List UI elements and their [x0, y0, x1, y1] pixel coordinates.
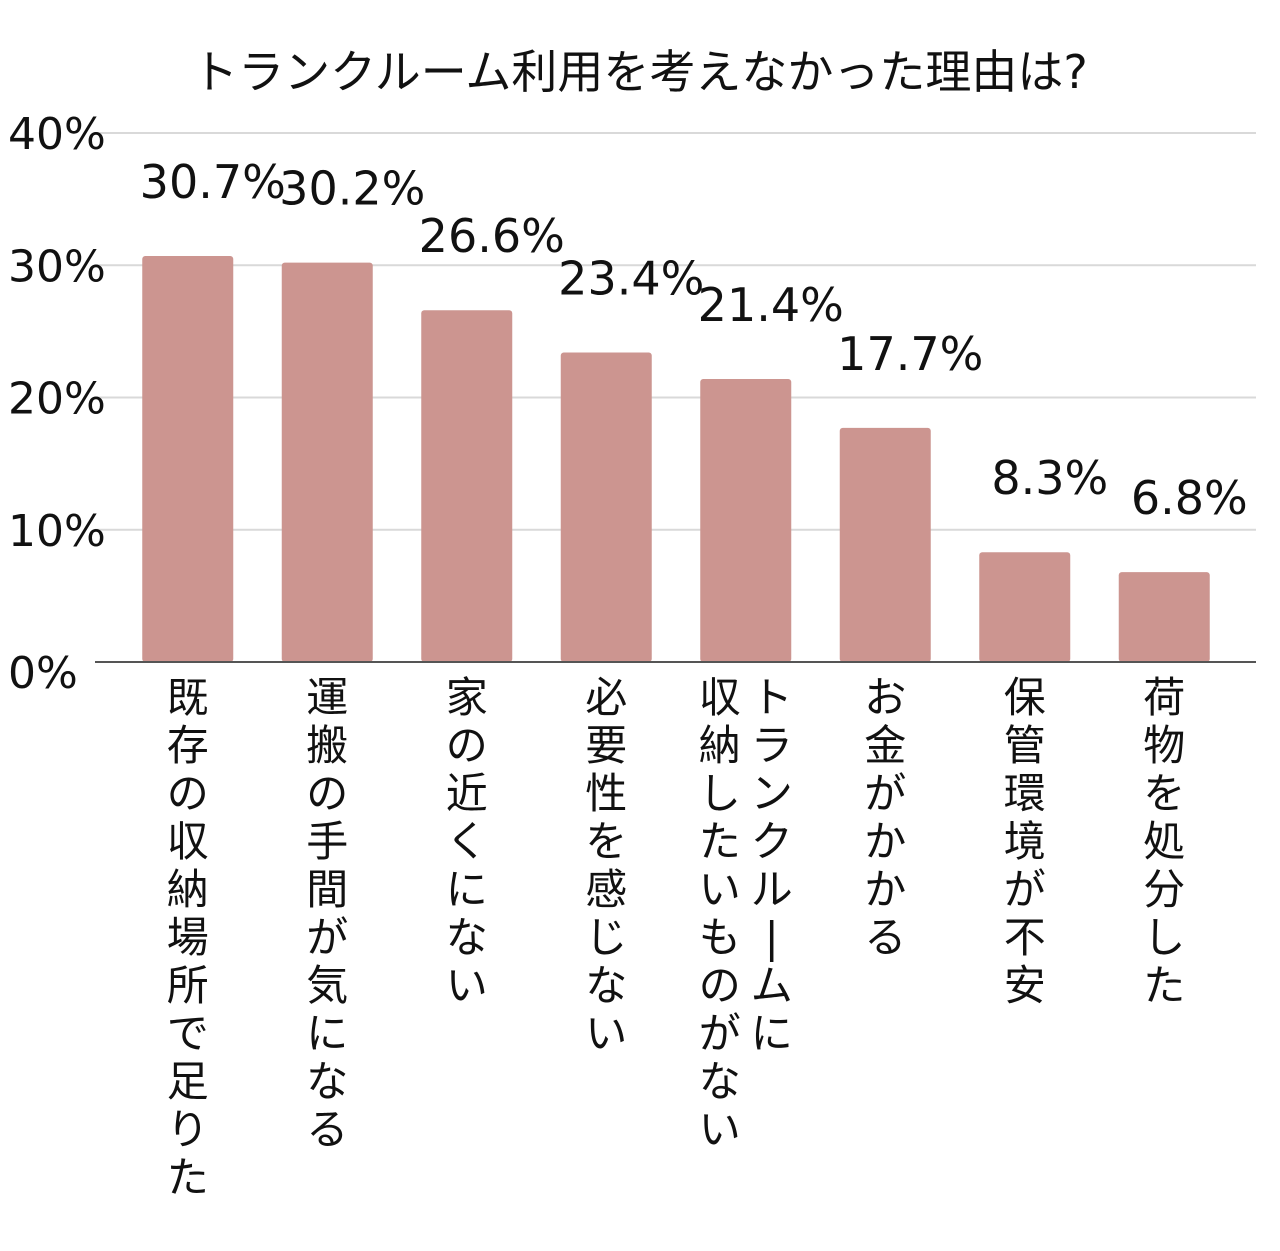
- value-label: 30.2%: [279, 162, 425, 216]
- category-label-char: に: [306, 1009, 348, 1058]
- category-label-char: る: [864, 913, 906, 962]
- category-label-char: し: [1143, 913, 1185, 962]
- category-label-char: 要: [585, 721, 627, 770]
- category-label-char: 不: [1004, 913, 1046, 962]
- category-label-char: の: [306, 769, 348, 818]
- category-label-char: 足: [167, 1057, 209, 1106]
- category-label-char: の: [699, 961, 741, 1010]
- category-label-char: 収: [167, 817, 209, 866]
- category-label-char: な: [446, 913, 488, 962]
- category-label-char: 感: [585, 865, 627, 914]
- value-label: 17.7%: [837, 327, 983, 381]
- category-label-char: た: [1143, 961, 1185, 1010]
- category-label-char: る: [306, 1105, 348, 1154]
- category-label-char: 存: [167, 721, 209, 770]
- category-label-char: た: [167, 1153, 209, 1202]
- bar: [700, 378, 792, 662]
- category-label-char: を: [585, 817, 627, 866]
- category-label-char: 既: [167, 673, 209, 722]
- category-label-char: も: [699, 913, 741, 962]
- category-label-char: 分: [1143, 865, 1185, 914]
- category-label-char: り: [167, 1105, 209, 1154]
- category-label-char: た: [699, 817, 741, 866]
- category-label-char: 性: [585, 769, 627, 818]
- bar: [142, 255, 234, 662]
- category-label-char: な: [306, 1057, 348, 1106]
- category-label-char: ラ: [751, 721, 793, 770]
- category-label-char: 所: [167, 961, 209, 1010]
- category-label-char: 間: [306, 865, 348, 914]
- category-label-char: 納: [699, 721, 741, 770]
- y-tick-label: 0%: [8, 648, 78, 699]
- y-tick-label: 40%: [8, 109, 106, 160]
- category-label-char: お: [864, 673, 906, 722]
- category-label-char: く: [446, 817, 488, 866]
- category-label-char: 運: [306, 673, 348, 722]
- value-label: 8.3%: [991, 451, 1108, 505]
- category-label-char: を: [1143, 769, 1185, 818]
- category-label-char: 物: [1143, 721, 1185, 770]
- category-label-char: が: [1004, 865, 1046, 914]
- category-label-char: ト: [751, 673, 793, 722]
- category-label-char: 荷: [1143, 673, 1185, 722]
- category-label-char: し: [699, 769, 741, 818]
- category-label-char: 境: [1004, 817, 1046, 866]
- value-label: 6.8%: [1131, 471, 1248, 525]
- category-label-char: い: [699, 865, 741, 914]
- bar: [839, 427, 931, 662]
- bar: [1118, 572, 1210, 662]
- category-label-char: じ: [585, 913, 627, 962]
- category-label-char: 手: [306, 817, 348, 866]
- category-label-char: 管: [1004, 721, 1046, 770]
- category-label-char: 保: [1004, 673, 1046, 722]
- category-label-char: 収: [699, 673, 741, 722]
- category-label-char: 近: [446, 769, 488, 818]
- value-label: 26.6%: [419, 209, 565, 263]
- category-label-char: ク: [751, 817, 793, 866]
- category-label-char: ム: [751, 961, 793, 1010]
- bar: [421, 310, 513, 662]
- category-label-char: か: [864, 865, 906, 914]
- category-label-char: |: [765, 913, 779, 962]
- y-tick-label: 20%: [8, 374, 106, 425]
- category-label-char: い: [585, 1009, 627, 1058]
- category-label-char: い: [446, 961, 488, 1010]
- category-label-char: ン: [751, 769, 793, 818]
- category-label-char: 金: [864, 721, 906, 770]
- category-label-char: の: [167, 769, 209, 818]
- category-label-char: 場: [167, 913, 209, 962]
- category-label-char: 安: [1004, 961, 1046, 1010]
- category-label-char: の: [446, 721, 488, 770]
- y-tick-label: 30%: [8, 241, 106, 292]
- category-label-char: 処: [1143, 817, 1185, 866]
- category-label-char: な: [699, 1057, 741, 1106]
- chart-title: トランクルーム利用を考えなかった理由は?: [192, 45, 1088, 99]
- category-label-char: で: [167, 1009, 209, 1058]
- value-label: 21.4%: [698, 278, 844, 332]
- category-label-char: が: [306, 913, 348, 962]
- category-label-char: か: [864, 817, 906, 866]
- category-label-char: に: [751, 1009, 793, 1058]
- category-label-char: 必: [585, 673, 627, 722]
- value-label: 30.7%: [140, 155, 286, 209]
- category-label-char: に: [446, 865, 488, 914]
- category-label-char: 搬: [306, 721, 348, 770]
- value-label: 23.4%: [558, 252, 704, 306]
- bar: [281, 262, 373, 662]
- category-label-char: な: [585, 961, 627, 1010]
- bar: [979, 552, 1071, 662]
- category-label-char: 家: [446, 673, 488, 722]
- category-label-char: い: [699, 1105, 741, 1154]
- bar: [560, 352, 652, 662]
- category-label-char: ル: [751, 865, 793, 914]
- category-label-char: 納: [167, 865, 209, 914]
- category-label-char: 気: [306, 961, 348, 1010]
- category-label-char: が: [699, 1009, 741, 1058]
- category-label-char: が: [864, 769, 906, 818]
- y-tick-label: 10%: [8, 506, 106, 557]
- category-label-char: 環: [1004, 769, 1046, 818]
